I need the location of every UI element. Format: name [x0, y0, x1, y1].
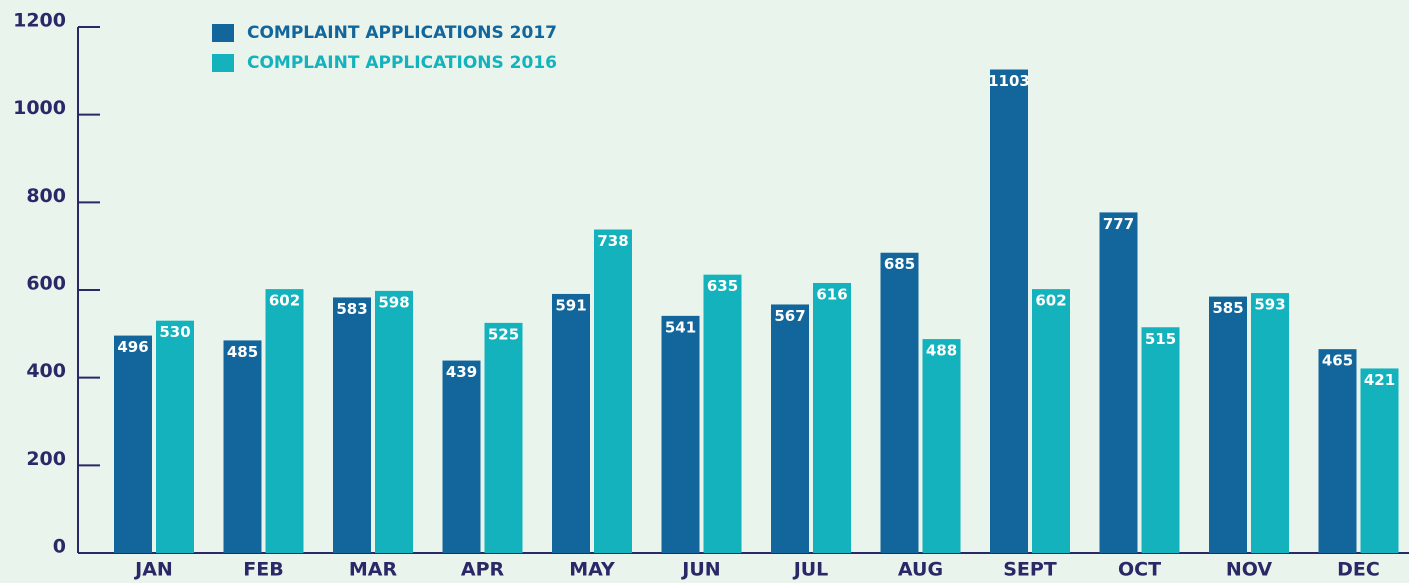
x-tick-label: SEPT: [1003, 559, 1057, 581]
value-label: 777: [1103, 215, 1134, 233]
y-tick-label: 1200: [13, 10, 66, 32]
value-label: 616: [816, 285, 847, 303]
bar: [223, 340, 262, 553]
x-tick-label: MAR: [349, 559, 398, 581]
value-label: 485: [227, 343, 258, 361]
value-label: 635: [707, 277, 738, 295]
y-tick-label: 1000: [13, 97, 66, 119]
value-label: 515: [1145, 330, 1176, 348]
value-label: 598: [378, 293, 409, 311]
bar: [552, 293, 590, 553]
bar: [990, 69, 1028, 553]
legend-swatch: [212, 54, 234, 72]
value-label: 439: [446, 363, 477, 381]
bar: [1099, 212, 1138, 554]
x-tick-label: JAN: [133, 559, 173, 581]
bar: [771, 304, 809, 553]
bar: [375, 290, 413, 553]
bar: [661, 315, 700, 553]
value-label: 738: [597, 232, 628, 250]
y-tick-label: 600: [26, 273, 66, 295]
x-tick-label: FEB: [243, 559, 283, 581]
value-label: 465: [1322, 352, 1353, 370]
legend-label: COMPLAINT APPLICATIONS 2016: [247, 53, 557, 73]
x-tick-label: NOV: [1226, 559, 1273, 581]
bar: [1318, 349, 1357, 553]
bar: [156, 320, 194, 553]
legend-swatch: [212, 24, 234, 42]
y-tick-label: 800: [26, 185, 66, 207]
value-label: 496: [117, 338, 148, 356]
x-tick-label: OCT: [1118, 559, 1161, 581]
x-tick-label: JUN: [680, 559, 720, 581]
value-label: 583: [336, 300, 367, 318]
value-label: 530: [159, 323, 190, 341]
value-label: 541: [665, 318, 696, 336]
value-label: 591: [555, 296, 586, 314]
value-label: 602: [1035, 292, 1066, 310]
bar: [1032, 289, 1070, 553]
value-label: 567: [774, 307, 805, 325]
value-label: 685: [884, 255, 915, 273]
bar: [442, 360, 481, 553]
value-label: 525: [488, 325, 519, 343]
bar: [1251, 293, 1289, 553]
value-label: 421: [1364, 371, 1395, 389]
value-label: 488: [926, 342, 957, 360]
x-tick-label: JUL: [792, 559, 829, 581]
bar: [813, 282, 851, 553]
bar: [922, 339, 961, 553]
bar: [484, 322, 523, 553]
value-label: 602: [269, 292, 300, 310]
value-label: 593: [1254, 296, 1285, 314]
y-tick-label: 200: [26, 448, 66, 470]
bar: [594, 229, 632, 553]
bar: [1209, 296, 1247, 553]
bar: [880, 252, 919, 553]
value-label: 1103: [988, 72, 1030, 90]
y-tick-label: 0: [53, 536, 66, 558]
x-tick-label: APR: [461, 559, 505, 581]
x-tick-label: MAY: [569, 559, 615, 581]
value-label: 585: [1212, 299, 1243, 317]
bar: [265, 289, 304, 553]
x-tick-label: AUG: [898, 559, 943, 581]
bar: [1360, 368, 1399, 553]
bar: [114, 335, 152, 553]
bar: [703, 274, 742, 553]
legend-label: COMPLAINT APPLICATIONS 2017: [247, 23, 557, 43]
bar: [333, 297, 371, 553]
bar: [1141, 327, 1180, 553]
x-tick-label: DEC: [1337, 559, 1380, 581]
y-tick-label: 400: [26, 360, 66, 382]
